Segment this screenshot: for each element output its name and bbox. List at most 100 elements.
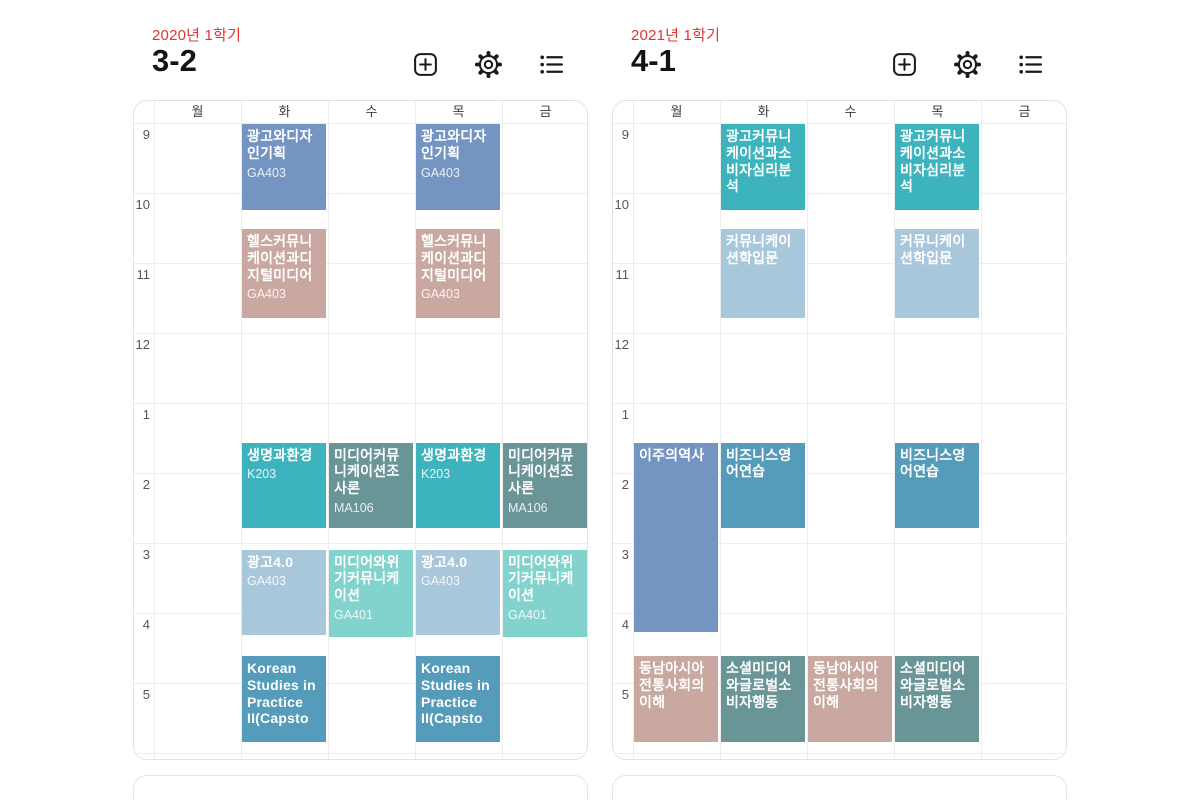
settings-button[interactable] xyxy=(953,50,982,79)
grid-vline xyxy=(415,101,416,759)
toolbar xyxy=(411,50,566,79)
class-block[interactable]: Korean Studies in Practice II(Capsto xyxy=(242,656,326,742)
class-title: 광고와디자인기획 xyxy=(247,128,313,161)
class-title: 동남아시아전통사회의이해 xyxy=(813,660,879,710)
timetable-panel-2021: 2021년 1학기 4-1 xyxy=(612,0,1069,800)
day-header-cell: 수 xyxy=(844,104,857,119)
add-timetable-icon xyxy=(414,53,437,76)
class-block[interactable]: 커뮤니케이션학입문 xyxy=(721,229,805,318)
day-header-cell: 금 xyxy=(539,104,552,119)
timetable-list-button[interactable] xyxy=(1016,50,1045,79)
class-block[interactable]: 광고4.0 GA403 xyxy=(416,549,500,636)
grid-vline xyxy=(502,101,503,759)
settings-button[interactable] xyxy=(474,50,503,79)
grid-hline xyxy=(613,193,1066,194)
class-room-label: GA403 xyxy=(247,287,286,302)
grade-label: 3-2 xyxy=(152,43,197,78)
hour-label: 11 xyxy=(136,267,151,282)
class-title: 미디어와위기커뮤니케이션 xyxy=(334,553,400,604)
timetable-card: 월 화 수 목 금 9 10 11 12 1 2 3 4 5 광고커뮤니케이션과소비자심리분석 광고커뮤니케이… xyxy=(612,100,1067,760)
class-block[interactable]: 광고와디자인기획 GA403 xyxy=(416,124,500,210)
grid-hline xyxy=(134,333,587,334)
class-title: 비즈니스영어연습 xyxy=(900,446,966,480)
class-title: 미디어커뮤니케이션조사론 xyxy=(334,446,400,497)
grid-hline xyxy=(613,613,1066,614)
class-block[interactable]: 미디어커뮤니케이션조사론 MA106 xyxy=(503,442,587,528)
class-title: 헬스커뮤니케이션과디지털미디어 xyxy=(421,233,487,283)
class-title: 소셜미디어와글로벌소비자행동 xyxy=(726,660,792,710)
timetable-grid: 월 화 수 목 금 9 10 11 12 1 2 3 4 5 광고커뮤니케이션과소비자심리분석 광고커뮤니케이… xyxy=(613,101,1066,759)
add-timetable-button[interactable] xyxy=(890,50,919,79)
class-block[interactable]: 헬스커뮤니케이션과디지털미디어 GA403 xyxy=(416,229,500,318)
grid-hline xyxy=(134,403,587,404)
grid-hline xyxy=(613,473,1066,474)
class-block[interactable]: 광고커뮤니케이션과소비자심리분석 xyxy=(721,124,805,210)
class-block[interactable]: 헬스커뮤니케이션과디지털미디어 GA403 xyxy=(242,229,326,318)
hour-label: 10 xyxy=(614,197,629,212)
grid-vline xyxy=(894,101,895,759)
class-block[interactable]: 미디어커뮤니케이션조사론 MA106 xyxy=(329,442,413,528)
hour-label: 12 xyxy=(135,337,150,352)
class-block[interactable]: 광고와디자인기획 GA403 xyxy=(242,124,326,210)
next-timetable-card-partial xyxy=(612,775,1067,800)
toolbar xyxy=(890,50,1045,79)
class-title: 커뮤니케이션학입문 xyxy=(726,233,792,266)
class-title: 광고와디자인기획 xyxy=(421,128,487,161)
class-title: 광고커뮤니케이션과소비자심리분석 xyxy=(726,128,792,195)
class-block[interactable]: 생명과환경 K203 xyxy=(416,442,500,528)
hour-label: 1 xyxy=(142,407,150,422)
class-title: 소셜미디어와글로벌소비자행동 xyxy=(900,660,966,710)
class-room-label: GA403 xyxy=(421,287,460,302)
grade-label: 4-1 xyxy=(631,43,676,78)
class-block[interactable]: 생명과환경 K203 xyxy=(242,442,326,528)
grid-vline xyxy=(720,101,721,759)
class-room-label: MA106 xyxy=(508,500,548,515)
class-block[interactable]: 미디어와위기커뮤니케이션 GA401 xyxy=(329,549,413,638)
list-icon xyxy=(540,55,564,74)
semester-label: 2021년 1학기 xyxy=(631,27,721,44)
class-block[interactable]: 커뮤니케이션학입문 xyxy=(895,229,979,318)
class-title: Korean Studies in Practice II(Capsto xyxy=(421,660,490,727)
class-block[interactable]: 광고커뮤니케이션과소비자심리분석 xyxy=(895,124,979,210)
day-header-cell: 화 xyxy=(278,104,291,119)
class-title: 광고커뮤니케이션과소비자심리분석 xyxy=(900,128,966,195)
class-block[interactable]: 비즈니스영어연습 xyxy=(895,442,979,528)
hour-label: 4 xyxy=(142,617,150,632)
grid-hline xyxy=(613,403,1066,404)
hour-label: 2 xyxy=(621,477,629,492)
class-block[interactable]: 비즈니스영어연습 xyxy=(721,442,805,528)
class-title: 미디어커뮤니케이션조사론 xyxy=(508,446,574,497)
grid-hline xyxy=(613,263,1066,264)
class-room-label: MA106 xyxy=(334,500,374,515)
class-block[interactable]: 미디어와위기커뮤니케이션 GA401 xyxy=(503,549,587,638)
grid-hline xyxy=(134,543,587,544)
timetable-panel-2020: 2020년 1학기 3-2 xyxy=(133,0,590,800)
grid-hline xyxy=(613,543,1066,544)
class-room-label: GA403 xyxy=(247,165,286,180)
class-block[interactable]: 이주의역사 xyxy=(634,442,718,632)
day-header-cell: 금 xyxy=(1018,104,1031,119)
grid-vline xyxy=(807,101,808,759)
class-room-label: GA401 xyxy=(334,607,373,622)
class-title: 헬스커뮤니케이션과디지털미디어 xyxy=(247,233,313,283)
add-timetable-button[interactable] xyxy=(411,50,440,79)
hour-label: 5 xyxy=(621,687,629,702)
class-block[interactable]: 동남아시아전통사회의이해 xyxy=(634,656,718,742)
class-block[interactable]: 소셜미디어와글로벌소비자행동 xyxy=(721,656,805,742)
class-title: 미디어와위기커뮤니케이션 xyxy=(508,553,574,604)
class-title: 광고4.0 xyxy=(421,553,468,570)
add-timetable-icon xyxy=(893,53,916,76)
hour-label: 3 xyxy=(142,547,150,562)
hour-label: 4 xyxy=(621,617,629,632)
grid-vline xyxy=(633,101,634,759)
class-block[interactable]: Korean Studies in Practice II(Capsto xyxy=(416,656,500,742)
class-title: 비즈니스영어연습 xyxy=(726,446,792,480)
class-block[interactable]: 광고4.0 GA403 xyxy=(242,549,326,636)
class-block[interactable]: 동남아시아전통사회의이해 xyxy=(808,656,892,742)
hour-label: 2 xyxy=(142,477,150,492)
hour-label: 10 xyxy=(135,197,150,212)
grid-hline xyxy=(134,123,587,124)
timetable-list-button[interactable] xyxy=(537,50,566,79)
class-title: 생명과환경 xyxy=(421,446,487,463)
class-block[interactable]: 소셜미디어와글로벌소비자행동 xyxy=(895,656,979,742)
